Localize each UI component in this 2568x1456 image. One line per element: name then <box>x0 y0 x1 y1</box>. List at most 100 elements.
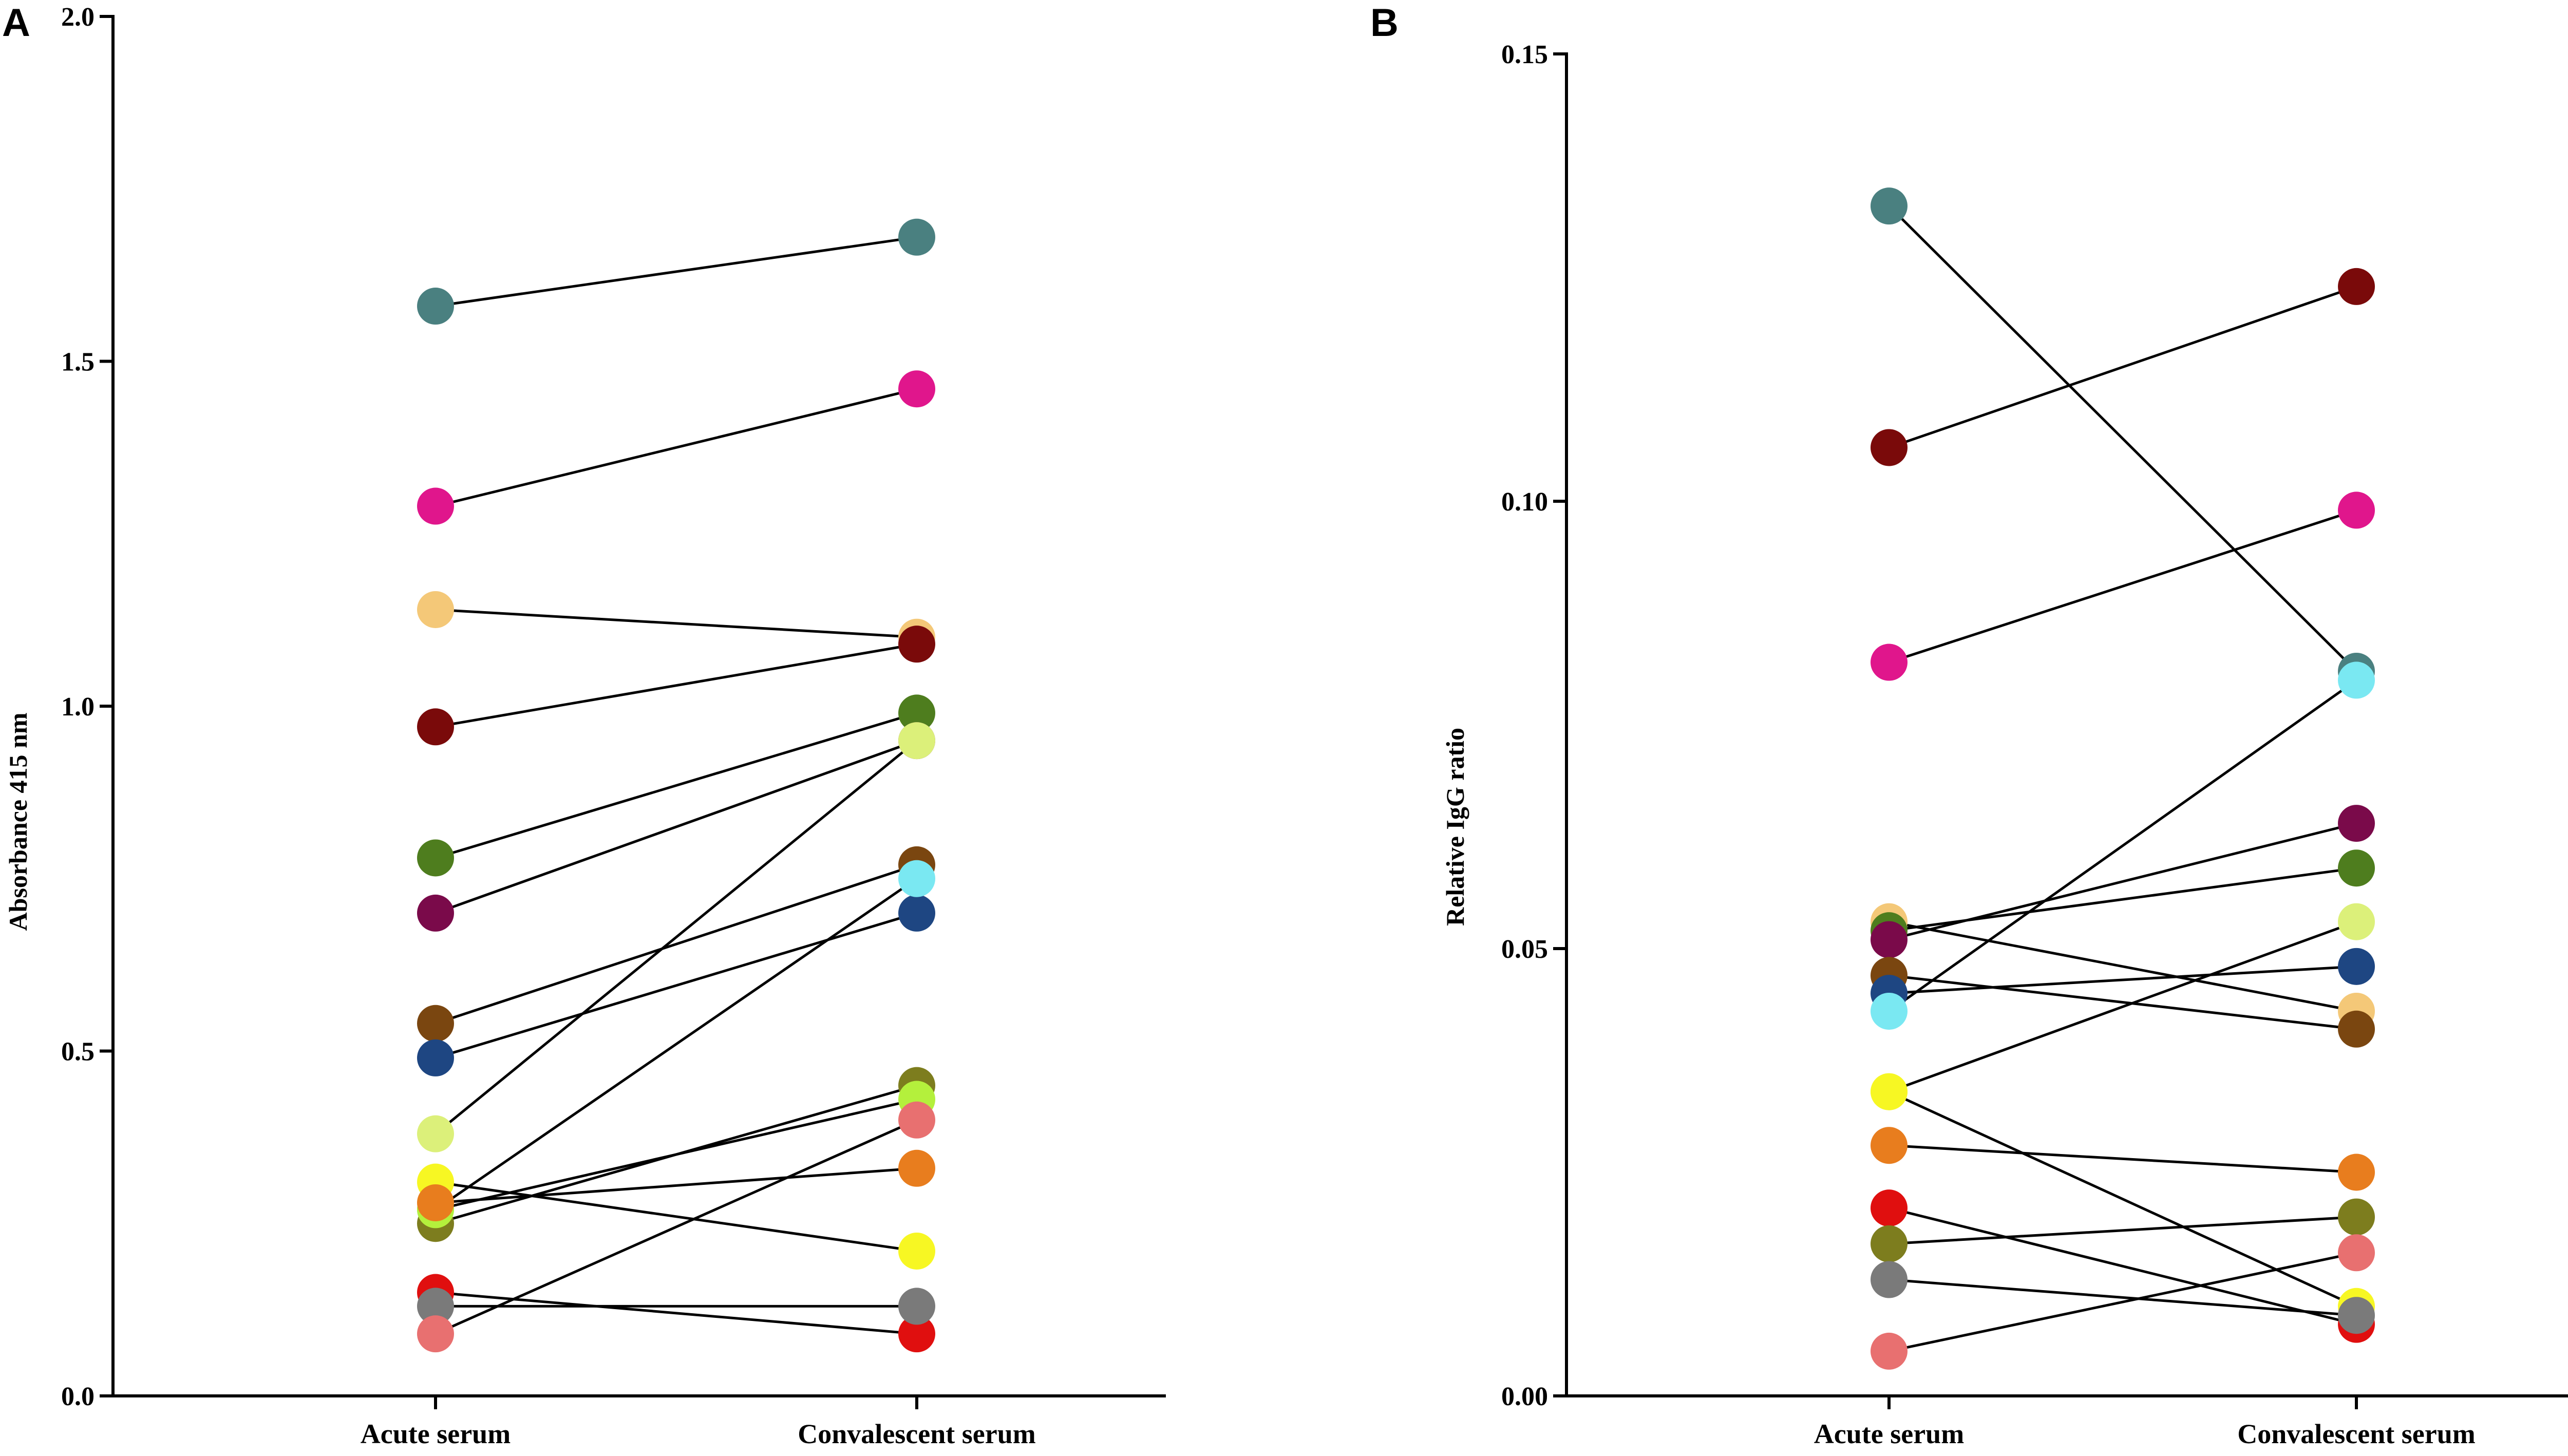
y-tick-label: 1.0 <box>61 692 95 722</box>
series-line <box>1889 509 2357 664</box>
series-line <box>435 1167 917 1204</box>
series-line <box>1889 285 2357 449</box>
x-category-label: Convalescent serum <box>2237 1419 2475 1449</box>
data-point <box>898 218 935 256</box>
data-point <box>2338 903 2375 940</box>
data-point <box>2338 1198 2375 1236</box>
data-point <box>2338 1154 2375 1191</box>
series-line <box>435 740 918 1135</box>
data-point <box>1871 1127 1908 1164</box>
data-point <box>898 1232 935 1270</box>
data-point <box>2338 849 2375 887</box>
data-point <box>1871 1189 1908 1227</box>
data-point <box>2338 1234 2375 1272</box>
series-line <box>435 236 917 308</box>
data-point <box>2338 805 2375 842</box>
y-tick-label: 0.10 <box>1501 487 1548 517</box>
x-category-label: Convalescent serum <box>798 1419 1035 1449</box>
data-point <box>898 694 935 732</box>
series-line <box>435 712 917 859</box>
series-line <box>1889 974 2357 1031</box>
data-point <box>898 1315 935 1353</box>
data-point <box>898 1288 935 1325</box>
series-line <box>435 739 917 915</box>
data-point <box>417 288 454 325</box>
data-point <box>417 1184 454 1221</box>
series-line <box>1889 920 2357 1093</box>
data-point <box>898 626 935 663</box>
series-line <box>435 608 917 639</box>
series-line <box>435 387 917 507</box>
data-point <box>417 1005 454 1042</box>
series-line <box>1889 1251 2357 1353</box>
y-tick-label: 0.0 <box>61 1382 95 1411</box>
paired-lines <box>435 236 918 1335</box>
data-point <box>2338 268 2375 305</box>
data-point <box>898 722 935 760</box>
series-line <box>1889 1216 2357 1245</box>
data-point <box>1871 921 1908 958</box>
series-line <box>435 1181 917 1253</box>
y-tick-label: 0.15 <box>1501 40 1548 69</box>
panel-letter: B <box>1370 1 1399 45</box>
series-line <box>435 877 918 1211</box>
series-line <box>1889 1144 2357 1174</box>
series-line <box>435 912 917 1060</box>
series-line <box>1889 822 2357 941</box>
data-point <box>417 894 454 932</box>
x-category-label: Acute serum <box>1814 1419 1964 1449</box>
y-axis-title: Absorbance 415 nm <box>4 712 32 931</box>
y-tick-label: 0.00 <box>1501 1382 1548 1411</box>
data-point <box>417 1115 454 1152</box>
data-point <box>2338 491 2375 529</box>
data-points <box>1871 187 2375 1370</box>
data-point <box>1871 992 1908 1030</box>
y-axis-title: Relative IgG ratio <box>1441 728 1469 926</box>
data-point <box>898 860 935 897</box>
panel-a: A 0.0 0.5 1.0 1.5 2.0 Absorbance 415 nm Acute s… <box>2 1 1166 1449</box>
data-point <box>2338 661 2375 699</box>
data-point <box>417 1039 454 1076</box>
data-point <box>898 370 935 408</box>
data-point <box>1871 1073 1908 1110</box>
series-line <box>1889 965 2357 995</box>
x-category-label: Acute serum <box>361 1419 511 1449</box>
data-point <box>417 839 454 877</box>
series-line <box>1888 679 2357 1012</box>
series-line <box>435 1119 918 1335</box>
data-point <box>2338 1297 2375 1334</box>
series-line <box>1888 205 2357 672</box>
data-point <box>1871 1332 1908 1370</box>
data-point <box>2338 948 2375 985</box>
data-point <box>417 1315 454 1353</box>
paired-lines <box>1888 205 2357 1353</box>
y-tick-label: 2.0 <box>61 3 95 32</box>
data-point <box>417 487 454 525</box>
data-point <box>1871 1261 1908 1298</box>
data-point <box>417 591 454 628</box>
data-point <box>1871 1225 1908 1262</box>
data-point <box>1871 187 1908 225</box>
data-point <box>1871 644 1908 681</box>
data-point <box>1871 429 1908 466</box>
panel-b: B 0.00 0.05 0.10 0.15 Relative IgG ratio Acute… <box>1370 1 2568 1449</box>
series-line <box>435 863 917 1025</box>
panel-letter: A <box>2 1 30 45</box>
series-line <box>1889 1206 2357 1326</box>
series-line <box>1889 1278 2357 1317</box>
data-points <box>417 218 935 1353</box>
series-line <box>1888 1090 2357 1308</box>
data-point <box>898 894 935 932</box>
data-point <box>898 1149 935 1187</box>
y-tick-label: 1.5 <box>61 348 95 377</box>
data-point <box>417 708 454 746</box>
series-line <box>435 642 917 728</box>
data-point <box>898 1101 935 1139</box>
data-point <box>417 1288 454 1325</box>
data-point <box>2338 1010 2375 1048</box>
series-line <box>1889 920 2357 1013</box>
y-tick-label: 0.5 <box>61 1037 95 1067</box>
series-line <box>435 1098 917 1211</box>
y-tick-label: 0.05 <box>1501 935 1548 964</box>
